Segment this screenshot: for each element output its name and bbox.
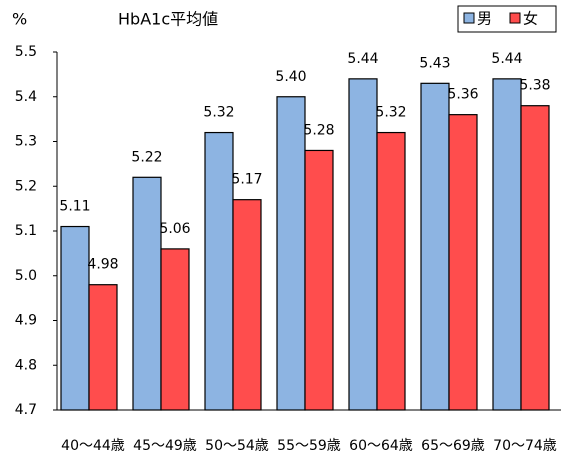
y-tick-label: 5.3 bbox=[15, 134, 37, 150]
value-label: 5.32 bbox=[203, 105, 234, 121]
bar bbox=[132, 176, 162, 411]
x-tick-label: 70～74歳 bbox=[493, 438, 557, 454]
x-tick-label: 65～69歳 bbox=[421, 438, 485, 454]
bar bbox=[204, 131, 234, 411]
y-tick-label: 4.7 bbox=[15, 402, 37, 418]
value-label: 5.32 bbox=[375, 105, 406, 121]
bar bbox=[88, 284, 118, 411]
bar bbox=[60, 225, 90, 411]
bar bbox=[348, 78, 378, 411]
chart-title: HbA1c平均値 bbox=[118, 10, 218, 29]
y-tick-label: 5.1 bbox=[15, 223, 37, 239]
legend-swatch bbox=[509, 12, 521, 24]
legend-swatch bbox=[463, 12, 475, 24]
value-label: 5.36 bbox=[447, 87, 478, 103]
y-tick-label: 5.5 bbox=[15, 44, 37, 60]
bar bbox=[160, 248, 190, 411]
bar bbox=[232, 199, 262, 411]
value-label: 5.44 bbox=[491, 51, 522, 67]
legend-label: 男 bbox=[477, 10, 492, 28]
x-tick-label: 45～49歳 bbox=[133, 438, 197, 454]
bar bbox=[376, 131, 406, 411]
y-tick-label: 4.8 bbox=[15, 357, 37, 373]
bar bbox=[276, 96, 306, 411]
value-label: 5.44 bbox=[347, 51, 378, 67]
value-label: 5.40 bbox=[275, 69, 306, 85]
y-tick-label: 5.4 bbox=[15, 89, 37, 105]
value-label: 5.22 bbox=[131, 149, 162, 165]
value-label: 5.17 bbox=[231, 172, 262, 188]
x-tick-label: 40～44歳 bbox=[61, 438, 125, 454]
x-tick-label: 55～59歳 bbox=[277, 438, 341, 454]
x-tick-label: 60～64歳 bbox=[349, 438, 413, 454]
bar bbox=[304, 149, 334, 411]
bar bbox=[420, 82, 450, 411]
y-tick-label: 4.9 bbox=[15, 313, 37, 329]
y-axis-label: % bbox=[12, 10, 27, 29]
bar bbox=[520, 105, 550, 411]
value-label: 5.06 bbox=[159, 221, 190, 237]
legend-label: 女 bbox=[523, 10, 538, 28]
bar bbox=[448, 114, 478, 411]
value-label: 5.28 bbox=[303, 122, 334, 138]
value-label: 5.38 bbox=[519, 78, 550, 94]
y-tick-label: 5.0 bbox=[15, 268, 37, 284]
value-label: 5.43 bbox=[419, 55, 450, 71]
value-label: 5.11 bbox=[59, 199, 90, 215]
x-tick-label: 50～54歳 bbox=[205, 438, 269, 454]
value-label: 4.98 bbox=[87, 257, 118, 273]
y-tick-label: 5.2 bbox=[15, 178, 37, 194]
bar bbox=[492, 78, 522, 411]
